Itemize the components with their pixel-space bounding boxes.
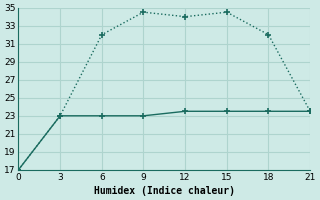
X-axis label: Humidex (Indice chaleur): Humidex (Indice chaleur) xyxy=(94,186,235,196)
